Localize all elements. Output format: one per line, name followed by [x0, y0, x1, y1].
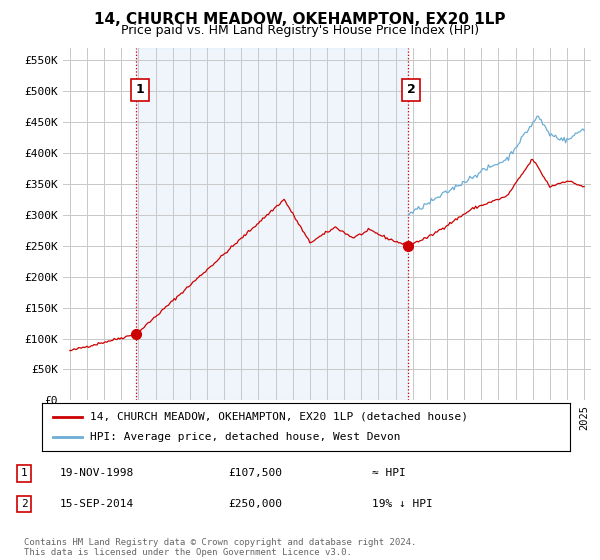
- Text: £250,000: £250,000: [228, 499, 282, 509]
- Text: £107,500: £107,500: [228, 468, 282, 478]
- Text: 1: 1: [20, 468, 28, 478]
- Text: Price paid vs. HM Land Registry's House Price Index (HPI): Price paid vs. HM Land Registry's House …: [121, 24, 479, 36]
- Text: 2: 2: [407, 83, 416, 96]
- Text: 14, CHURCH MEADOW, OKEHAMPTON, EX20 1LP (detached house): 14, CHURCH MEADOW, OKEHAMPTON, EX20 1LP …: [89, 412, 467, 422]
- Text: HPI: Average price, detached house, West Devon: HPI: Average price, detached house, West…: [89, 432, 400, 442]
- Text: 1: 1: [136, 83, 144, 96]
- Text: 15-SEP-2014: 15-SEP-2014: [60, 499, 134, 509]
- Text: ≈ HPI: ≈ HPI: [372, 468, 406, 478]
- Text: 14, CHURCH MEADOW, OKEHAMPTON, EX20 1LP: 14, CHURCH MEADOW, OKEHAMPTON, EX20 1LP: [94, 12, 506, 27]
- Bar: [136, 48, 408, 400]
- Text: Contains HM Land Registry data © Crown copyright and database right 2024.
This d: Contains HM Land Registry data © Crown c…: [24, 538, 416, 557]
- Text: 19% ↓ HPI: 19% ↓ HPI: [372, 499, 433, 509]
- Text: 2: 2: [20, 499, 28, 509]
- Text: 19-NOV-1998: 19-NOV-1998: [60, 468, 134, 478]
